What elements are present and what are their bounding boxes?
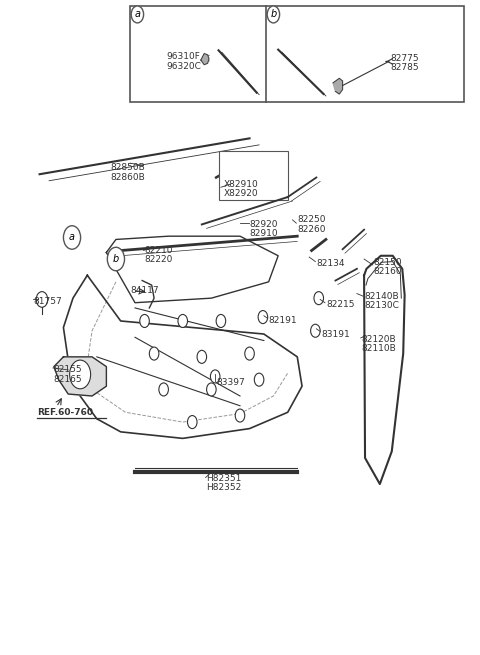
- Polygon shape: [333, 79, 343, 94]
- Text: 82191: 82191: [269, 316, 297, 326]
- Text: 82120B: 82120B: [362, 335, 396, 344]
- Text: 96320C: 96320C: [166, 62, 201, 71]
- Circle shape: [254, 373, 264, 386]
- Text: 82850B: 82850B: [110, 163, 145, 172]
- Text: X82910: X82910: [223, 179, 258, 189]
- Text: 81757: 81757: [34, 297, 62, 306]
- Text: a: a: [69, 233, 75, 242]
- Circle shape: [258, 310, 268, 324]
- Text: b: b: [113, 254, 119, 264]
- Circle shape: [210, 370, 220, 383]
- Circle shape: [235, 409, 245, 422]
- Circle shape: [159, 383, 168, 396]
- Text: 82250: 82250: [297, 215, 326, 225]
- Text: 82165: 82165: [53, 375, 82, 384]
- Text: 82130C: 82130C: [364, 301, 399, 310]
- Polygon shape: [201, 54, 209, 65]
- Text: 82910: 82910: [250, 229, 278, 238]
- Text: X82920: X82920: [223, 189, 258, 198]
- Text: 82210: 82210: [144, 246, 173, 255]
- FancyBboxPatch shape: [130, 6, 464, 102]
- Text: H82351: H82351: [206, 474, 242, 483]
- Text: a: a: [134, 9, 140, 20]
- Text: 82785: 82785: [390, 64, 419, 73]
- FancyBboxPatch shape: [218, 151, 288, 200]
- Circle shape: [108, 248, 124, 271]
- Circle shape: [267, 6, 280, 23]
- Circle shape: [314, 291, 324, 305]
- Text: 82155: 82155: [53, 365, 82, 375]
- Circle shape: [311, 324, 320, 337]
- Text: 82215: 82215: [326, 300, 354, 309]
- Text: 82220: 82220: [144, 255, 173, 264]
- Circle shape: [245, 347, 254, 360]
- Text: b: b: [270, 9, 276, 20]
- Text: 82134: 82134: [316, 259, 345, 268]
- Text: 82150: 82150: [373, 258, 402, 267]
- Circle shape: [70, 360, 91, 389]
- Text: 82160: 82160: [373, 267, 402, 276]
- Text: 96310F: 96310F: [166, 52, 200, 62]
- Circle shape: [131, 6, 144, 23]
- Text: 82775: 82775: [390, 54, 419, 63]
- Text: 82860B: 82860B: [110, 173, 145, 182]
- Text: REF.60-760: REF.60-760: [37, 408, 93, 417]
- Text: 83397: 83397: [216, 379, 245, 388]
- Text: 82110B: 82110B: [362, 344, 396, 353]
- Circle shape: [63, 226, 81, 250]
- Circle shape: [36, 291, 48, 307]
- Circle shape: [216, 314, 226, 328]
- Polygon shape: [54, 357, 107, 396]
- Text: 82920: 82920: [250, 220, 278, 229]
- Text: 83191: 83191: [321, 329, 350, 339]
- Circle shape: [206, 383, 216, 396]
- Circle shape: [149, 347, 159, 360]
- Circle shape: [188, 415, 197, 428]
- Text: 82140B: 82140B: [364, 291, 399, 301]
- Circle shape: [178, 314, 188, 328]
- Circle shape: [197, 350, 206, 364]
- Text: 84117: 84117: [130, 286, 159, 295]
- Text: 82260: 82260: [297, 225, 326, 234]
- Circle shape: [140, 314, 149, 328]
- Text: H82352: H82352: [206, 483, 242, 493]
